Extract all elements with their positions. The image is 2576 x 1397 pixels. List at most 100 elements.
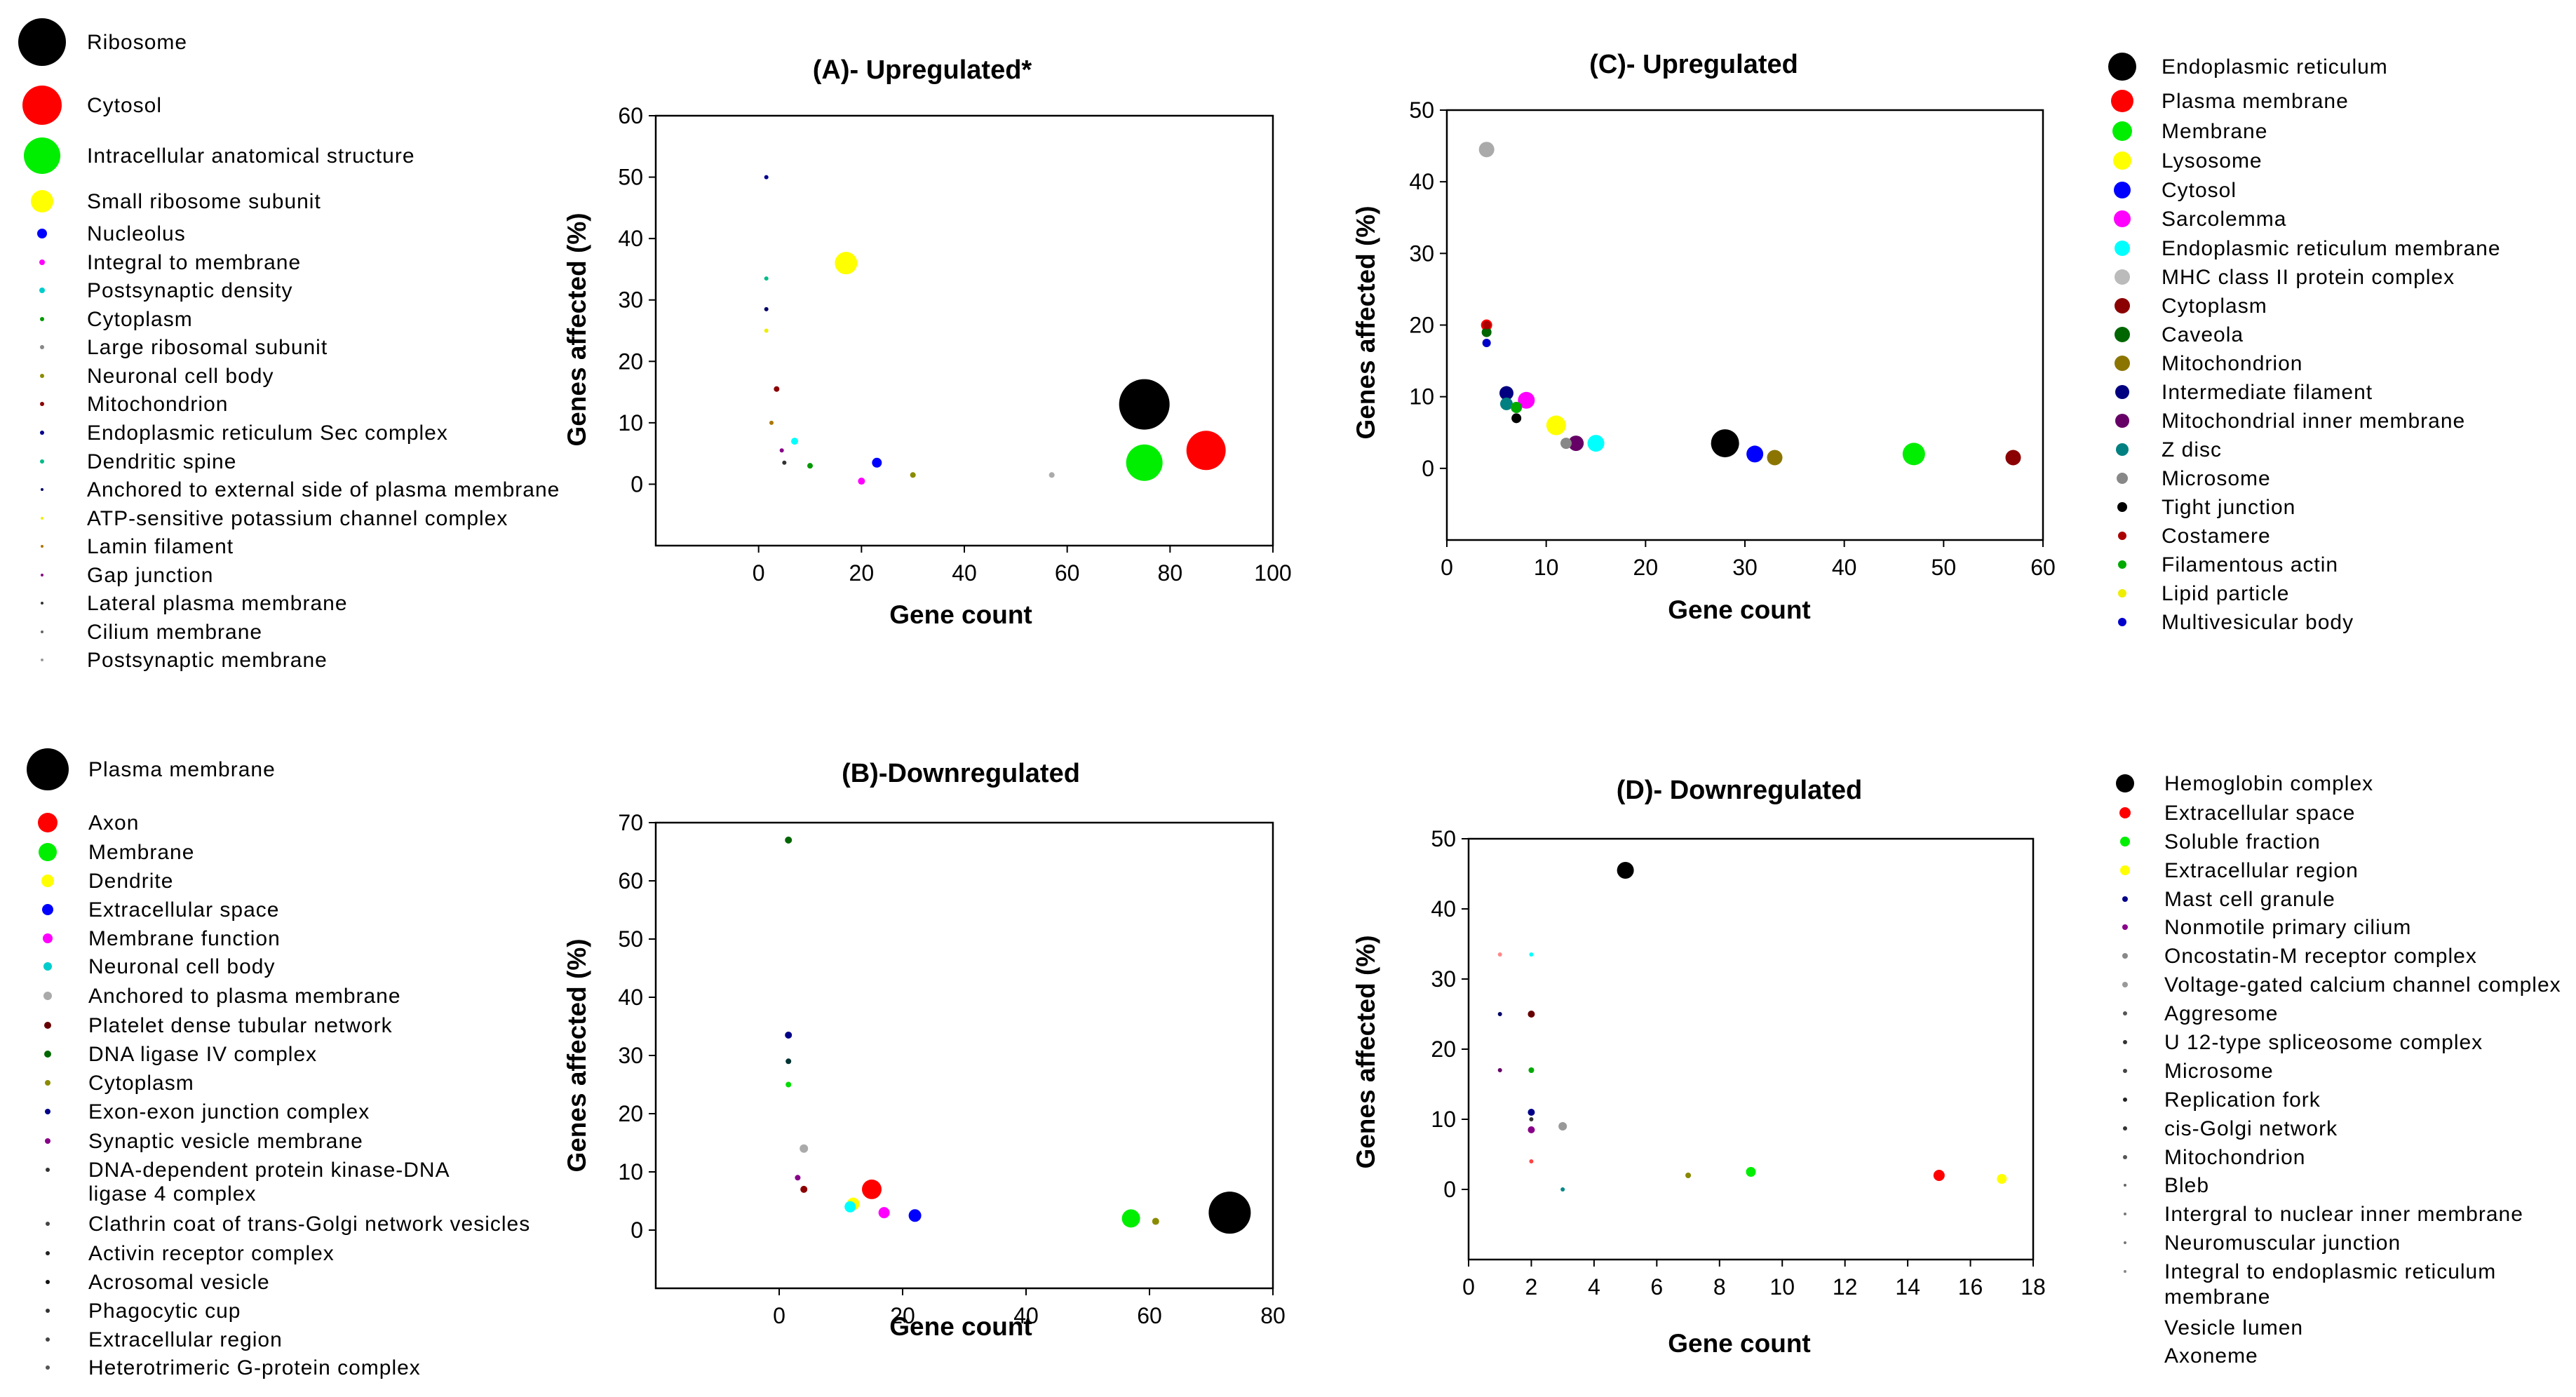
legend-label: ATP-sensitive potassium channel complex <box>87 507 508 530</box>
legend-label: Nucleolus <box>87 222 186 245</box>
data-point-sarcolemma <box>1518 391 1535 409</box>
legend-marker <box>40 374 44 378</box>
legend-marker <box>2115 241 2130 256</box>
legend-marker <box>46 1365 50 1370</box>
legend-marker <box>2122 924 2128 930</box>
chart-title: (B)-Downregulated <box>842 759 1080 788</box>
legend-label: Extracellular region <box>88 1328 283 1351</box>
legend-label: DNA-dependent protein kinase-DNA <box>88 1159 450 1182</box>
legend-c: Endoplasmic reticulum Plasma membrane Memb… <box>2108 53 2501 634</box>
legend-label: Endoplasmic reticulum membrane <box>2162 237 2501 260</box>
legend-marker <box>2115 269 2130 285</box>
y-axis-label: Genes affected (%) <box>562 212 591 446</box>
x-tick-label: 20 <box>890 1303 915 1328</box>
legend-marker <box>40 345 44 349</box>
chart-c: (C)- Upregulated 0 10 20 30 40 50 60 0 10 20 30 40 50… <box>1351 50 2056 624</box>
legend-label: Axon <box>88 811 139 835</box>
data-point-clathrin-coat-of-trans-golgi-network-vesicles <box>785 1081 792 1088</box>
legend-marker <box>2124 1241 2126 1244</box>
legend-marker <box>2112 121 2132 141</box>
data-point-aggresome <box>1528 1067 1535 1073</box>
data-point-plasma-membrane <box>1208 1192 1251 1234</box>
legend-marker <box>46 1337 50 1342</box>
legend-label-line2: membrane <box>2164 1285 2270 1309</box>
legend-b: Plasma membrane Axon Membrane Dendrite Extra… <box>27 748 530 1379</box>
y-tick-label: 10 <box>618 410 643 436</box>
y-tick-label: 0 <box>1422 456 1434 481</box>
legend-label: Phagocytic cup <box>88 1300 241 1323</box>
data-point-lamin-filament <box>769 420 774 425</box>
legend-label: Lamin filament <box>87 535 234 558</box>
legend-marker <box>2115 385 2129 399</box>
y-tick-label: 50 <box>618 926 643 952</box>
legend-marker <box>2115 414 2129 428</box>
x-tick-label: 40 <box>1832 555 1857 580</box>
legend-label: Membrane <box>88 841 194 864</box>
legend-label: Neuronal cell body <box>88 955 275 978</box>
legend-marker <box>2124 1270 2126 1273</box>
y-tick-label: 20 <box>618 1101 643 1126</box>
legend-label: Plasma membrane <box>2162 90 2349 113</box>
x-tick-label: 2 <box>1525 1274 1538 1300</box>
data-point-ribosome <box>1119 379 1170 430</box>
x-tick-label: 0 <box>1462 1274 1475 1300</box>
data-point-z-disc <box>1500 397 1513 410</box>
legend-marker <box>45 1138 50 1144</box>
legend-marker <box>42 904 53 915</box>
legend-marker <box>40 317 44 321</box>
legend-label: Heterotrimeric G-protein complex <box>88 1356 421 1379</box>
data-point-neuronal-cell-body <box>910 472 916 478</box>
x-axis-label: Gene count <box>889 600 1032 629</box>
legend-marker <box>2113 151 2131 170</box>
data-point-postsynaptic-density <box>791 438 798 445</box>
data-point-cytoplasm <box>2005 450 2021 466</box>
legend-label: Caveola <box>2162 323 2244 346</box>
legend-label: Extracellular region <box>2164 859 2359 882</box>
chart-b: (B)-Downregulated 0 20 40 60 80 0 10 20 30 40 50 60 7… <box>562 759 1286 1341</box>
legend-marker <box>2123 1011 2127 1015</box>
legend-label: Soluble fraction <box>2164 830 2321 853</box>
x-tick-label: 20 <box>849 560 875 586</box>
legend-label: Postsynaptic membrane <box>87 649 328 672</box>
chart-title: (C)- Upregulated <box>1589 50 1798 79</box>
data-point-platelet-dense-tubular-network <box>800 1185 808 1193</box>
legend-marker <box>22 86 62 125</box>
legend-label: Gap junction <box>87 564 213 587</box>
legend-marker <box>44 1022 51 1029</box>
legend-label: Endoplasmic reticulum Sec complex <box>87 421 448 445</box>
x-axis-label: Gene count <box>1668 595 1811 624</box>
legend-marker <box>2124 1213 2126 1215</box>
y-axis-label: Genes affected (%) <box>562 938 591 1172</box>
x-tick-label: 20 <box>1633 555 1659 580</box>
x-tick-label: 60 <box>1055 560 1080 586</box>
y-tick-label: 20 <box>1431 1037 1456 1062</box>
legend-label: Cytoplasm <box>87 308 193 331</box>
charts-layer: (A)- Upregulated*0 20 40 60 80 10001020304050… <box>562 50 2056 1358</box>
data-point-bleb <box>1529 1159 1534 1163</box>
legend-marker <box>41 545 43 548</box>
chart-title: (D)- Downregulated <box>1617 776 1862 805</box>
data-point-filamentous-actin <box>1511 401 1523 413</box>
x-tick-label: 80 <box>1158 560 1183 586</box>
x-tick-label: 40 <box>952 560 977 586</box>
legend-marker <box>46 1280 50 1284</box>
x-tick-label: 14 <box>1895 1274 1920 1300</box>
legend-marker <box>2117 502 2127 512</box>
y-tick-label: 40 <box>618 226 643 251</box>
legend-label: Axoneme <box>2164 1344 2258 1368</box>
data-point-tight-junction <box>1511 413 1522 424</box>
legend-marker <box>39 843 57 861</box>
x-tick-label: 4 <box>1588 1274 1600 1300</box>
y-tick-label: 40 <box>1409 169 1434 194</box>
legend-marker <box>41 630 43 633</box>
data-point-lateral-plasma-membrane <box>782 460 787 465</box>
legend-label: U 12-type spliceosome complex <box>2164 1031 2483 1054</box>
data-point-nonmotile-primary-cilium <box>1528 1126 1535 1133</box>
data-point-mitochondrion <box>774 386 780 392</box>
data-point-anchored-to-plasma-membrane <box>800 1144 809 1153</box>
data-point-mitochondrion <box>1497 952 1502 957</box>
legend-label: MHC class II protein complex <box>2162 266 2455 289</box>
x-tick-label: 30 <box>1732 555 1758 580</box>
legend-marker <box>2124 1184 2126 1187</box>
legend-label-line2: ligase 4 complex <box>88 1182 256 1206</box>
